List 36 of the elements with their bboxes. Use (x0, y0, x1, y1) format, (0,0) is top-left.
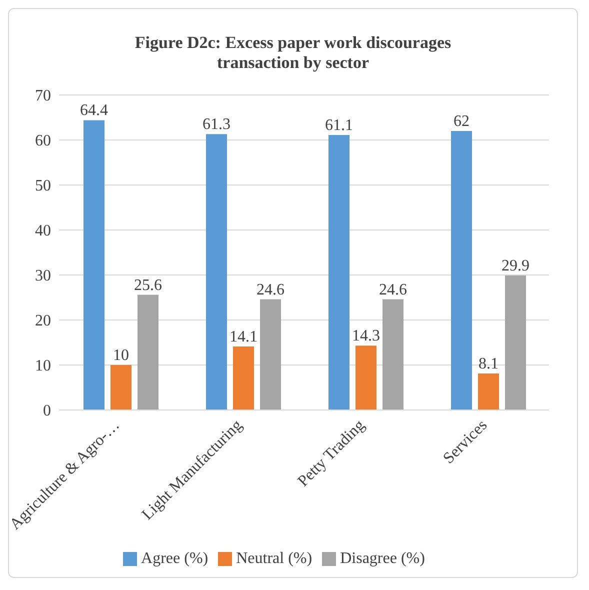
bar (233, 346, 254, 410)
bar (451, 131, 472, 410)
bar (328, 135, 350, 410)
legend-label: Disagree (%) (340, 550, 425, 567)
y-tick-label: 40 (35, 222, 51, 240)
data-label: 25.6 (134, 276, 162, 294)
bar (84, 120, 104, 410)
data-label: 14.3 (352, 328, 380, 345)
y-tick-label: 70 (35, 88, 51, 105)
bar (505, 275, 526, 410)
chart-title: Figure D2c: Excess paper work discourages transaction by sector (134, 32, 452, 73)
data-label: 62 (454, 113, 470, 130)
y-tick-label: 20 (35, 312, 51, 330)
data-label: 24.6 (256, 281, 284, 298)
bar (356, 346, 376, 410)
bar (110, 365, 132, 410)
data-label: 64.4 (80, 102, 108, 120)
y-tick-label: 10 (35, 358, 51, 375)
bar (138, 294, 158, 410)
data-label: 8.1 (478, 356, 498, 373)
bar (206, 134, 227, 410)
bar (260, 299, 281, 410)
data-label: 29.9 (502, 257, 530, 274)
y-tick-label: 60 (35, 132, 51, 150)
data-label: 61.3 (202, 116, 230, 134)
y-tick-label: 30 (35, 268, 51, 285)
y-tick-label: 0 (43, 402, 51, 420)
data-label: 10 (113, 347, 129, 364)
data-label: 61.1 (325, 117, 353, 134)
legend-label: Neutral (%) (236, 550, 312, 567)
bar (478, 374, 499, 410)
data-label: 14.1 (230, 328, 258, 346)
bar (382, 299, 404, 410)
legend-label: Agree (%) (141, 550, 208, 567)
y-tick-label: 50 (35, 178, 51, 195)
data-label: 24.6 (379, 281, 407, 298)
